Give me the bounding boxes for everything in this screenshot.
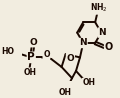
Text: N: N <box>79 39 87 48</box>
Text: OH: OH <box>59 88 72 97</box>
Text: HO: HO <box>1 47 14 56</box>
Text: O: O <box>105 42 113 52</box>
Text: NH$_2$: NH$_2$ <box>90 2 108 14</box>
Text: O: O <box>30 38 38 47</box>
Text: N: N <box>98 28 106 37</box>
Text: O: O <box>66 54 74 63</box>
Text: O: O <box>43 50 50 59</box>
Text: OH: OH <box>24 68 37 77</box>
Text: OH: OH <box>82 78 95 87</box>
Text: P: P <box>27 52 35 62</box>
